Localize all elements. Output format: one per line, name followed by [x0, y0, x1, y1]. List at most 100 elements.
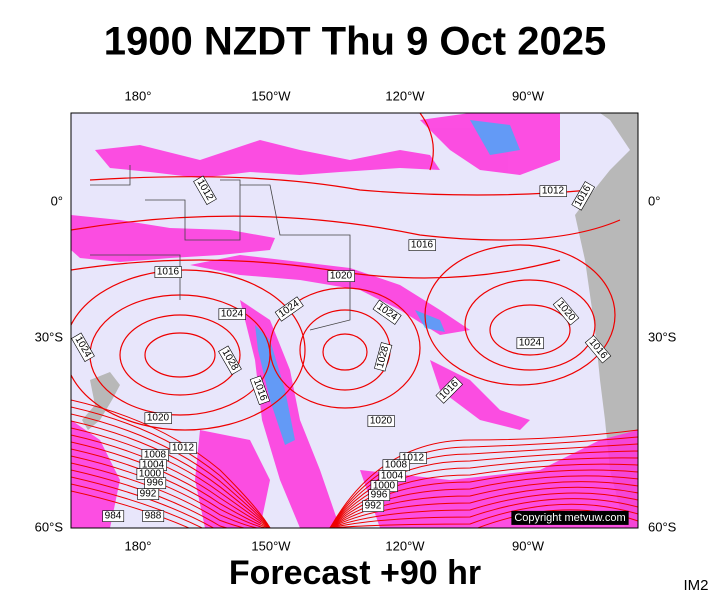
map-layers — [71, 113, 638, 528]
boundaries — [90, 165, 351, 331]
isobar-label: 1000 — [139, 469, 162, 480]
isobar-label-group: 1012 — [539, 185, 567, 197]
isobar-label-box — [539, 185, 567, 197]
isobar-label-box — [516, 337, 544, 349]
isobar — [71, 399, 271, 528]
latitude-label: 0° — [648, 193, 660, 208]
isobar-label: 1012 — [402, 453, 425, 464]
isobar-label-box — [144, 412, 172, 424]
isobar-label-box — [274, 296, 304, 322]
longitude-label: 120°W — [385, 538, 425, 553]
isobar-label-group: 996 — [368, 489, 391, 501]
isobar — [329, 498, 638, 528]
copyright: Copyright metvuw.com — [514, 512, 625, 524]
isobar-label-box — [137, 488, 160, 500]
isobar-label-group: 1024 — [516, 337, 544, 349]
isobar — [71, 406, 271, 528]
isobar — [71, 441, 271, 528]
isobar — [329, 503, 638, 528]
isobar-label-group: 1012 — [399, 452, 427, 464]
isobar-label-box — [193, 175, 217, 205]
longitude-label: 180° — [125, 88, 152, 103]
isobar-label-box — [218, 345, 242, 375]
south-america — [575, 113, 638, 528]
isobar-label: 988 — [145, 511, 162, 522]
isobar-label: 1004 — [381, 471, 404, 482]
isobar-label-box — [154, 266, 182, 278]
isobar — [71, 448, 270, 528]
isobar-label-group: 1012 — [169, 442, 197, 454]
isobar — [329, 492, 638, 528]
isobar-label: 1016 — [157, 267, 180, 278]
isobar-label-box — [374, 342, 393, 372]
isobar-label-group: 992 — [362, 500, 385, 512]
isobar-label-box — [571, 181, 596, 211]
isobar-label-box — [362, 500, 385, 512]
isobar-label-box — [552, 297, 580, 326]
longitude-label: 150°W — [251, 88, 291, 103]
heavy-precipitation — [255, 120, 520, 445]
isobar-label-box — [169, 442, 197, 454]
isobar — [71, 469, 270, 528]
isobar-label: 984 — [105, 511, 122, 522]
isobar-label: 1016 — [411, 240, 434, 251]
isobar-label: 992 — [365, 501, 382, 512]
latitude-label: 60°S — [35, 519, 64, 534]
latitude-label: 60°S — [648, 519, 677, 534]
isobar-label-group: 1028 — [374, 342, 393, 372]
isobar-label-group: 984 — [102, 510, 125, 522]
isobar-label: 1020 — [370, 416, 393, 427]
isobar-label-group: 1020 — [367, 415, 395, 427]
isobar-label: 1000 — [373, 481, 396, 492]
isobar-label-box — [71, 332, 95, 362]
map-frame — [70, 112, 639, 529]
isobar — [329, 486, 638, 528]
latitude-label: 30°S — [648, 329, 677, 344]
isobar — [71, 483, 270, 528]
isobar-label: 1020 — [330, 271, 353, 282]
longitude-label: 180° — [125, 538, 152, 553]
isobar-label-group: 988 — [142, 510, 165, 522]
isobar-label-box — [249, 375, 271, 406]
isobar — [71, 476, 270, 528]
isobar-label-group: 996 — [144, 477, 167, 489]
isobar-label: 1024 — [221, 309, 244, 320]
isobar — [71, 420, 271, 528]
isobar-label: 996 — [147, 478, 164, 489]
isobar-label-box — [327, 270, 355, 282]
image-code: IM2 — [683, 577, 708, 594]
isobar-label-group: 1020 — [144, 412, 172, 424]
isobar-label: 1024 — [519, 338, 542, 349]
low-isobars — [71, 399, 638, 528]
latitude-label: 0° — [51, 193, 63, 208]
isobar-label: 996 — [371, 490, 388, 501]
isobar-label-box — [142, 510, 165, 522]
isobar — [329, 450, 638, 528]
isobar-label: 1008 — [144, 450, 167, 461]
isobar — [329, 443, 638, 528]
isobar-label: 992 — [140, 489, 157, 500]
isobar-label-box — [102, 510, 125, 522]
isobar-label-group: 1016 — [154, 266, 182, 278]
isobar-label-group: 1008 — [382, 459, 410, 471]
isobar-label: 1020 — [147, 413, 170, 424]
isobar — [71, 462, 270, 528]
longitude-label: 120°W — [385, 88, 425, 103]
copyright-box — [511, 510, 629, 525]
isobar-label-group: 1020 — [327, 270, 355, 282]
isobar-label: 1012 — [172, 443, 195, 454]
isobar-label-box — [372, 299, 402, 325]
isobar-label-box — [435, 376, 464, 404]
isobar-label-group: 1016 — [408, 239, 436, 251]
isobar-label-box — [584, 335, 612, 364]
longitude-label: 90°W — [512, 538, 545, 553]
isobar-label-box — [399, 452, 427, 464]
isobar-label-box — [408, 239, 436, 251]
title: 1900 NZDT Thu 9 Oct 2025 — [104, 20, 606, 64]
isobar — [329, 436, 638, 528]
isobar-label: 1008 — [385, 460, 408, 471]
isobar-label-box — [367, 415, 395, 427]
isobar — [71, 413, 271, 528]
isobar-label-box — [218, 308, 246, 320]
